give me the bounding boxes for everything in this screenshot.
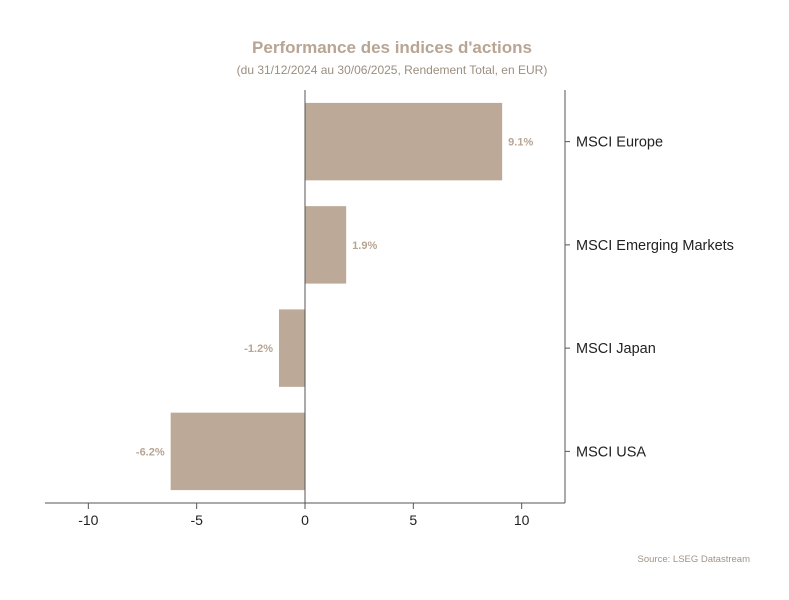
data-label: -1.2% — [244, 343, 273, 355]
category-label: MSCI Emerging Markets — [576, 238, 734, 254]
data-label: 9.1% — [508, 137, 533, 149]
category-label: MSCI Europe — [576, 135, 663, 151]
category-label: MSCI Japan — [576, 341, 656, 357]
bar-msci-emerging-markets — [305, 206, 347, 284]
data-label: -6.2% — [136, 446, 165, 458]
bar-msci-europe — [305, 102, 503, 181]
x-ticks-layer: -10 -5 0 5 10 — [78, 503, 530, 528]
x-tick-label: 0 — [301, 512, 309, 528]
x-tick-label: 10 — [514, 512, 530, 528]
bar-msci-japan — [279, 309, 305, 387]
chart-subtitle: (du 31/12/2024 au 30/06/2025, Rendement … — [237, 63, 548, 77]
data-labels-layer: 9.1% 1.9% -1.2% -6.2% — [136, 137, 534, 459]
data-label: 1.9% — [352, 240, 377, 252]
chart-title: Performance des indices d'actions — [252, 38, 532, 57]
bar-msci-usa — [170, 412, 305, 491]
x-tick-label: -5 — [190, 512, 203, 528]
source-note: Source: LSEG Datastream — [638, 554, 751, 565]
x-tick-label: -10 — [78, 512, 98, 528]
bars-layer — [170, 102, 503, 491]
x-tick-label: 5 — [409, 512, 417, 528]
category-labels-layer: MSCI Europe MSCI Emerging Markets MSCI Jap… — [576, 135, 734, 461]
category-label: MSCI USA — [576, 444, 646, 460]
